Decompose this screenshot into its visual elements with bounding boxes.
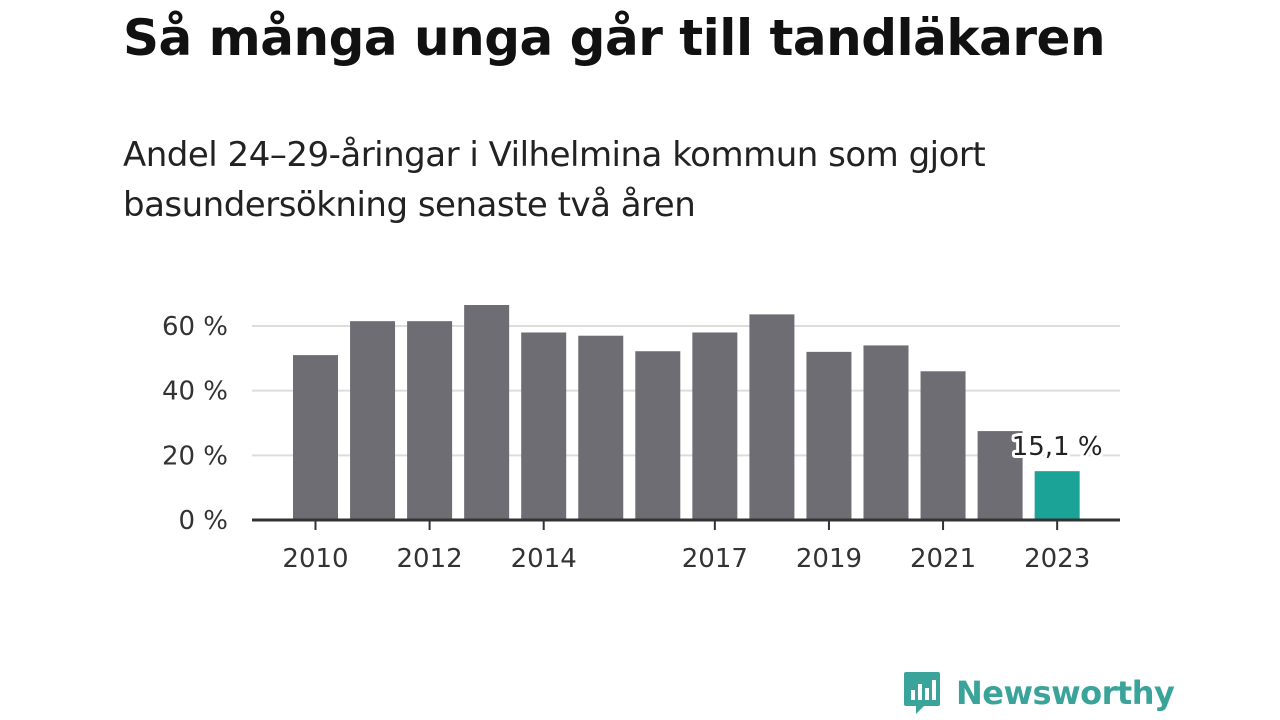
bar-2014: [521, 332, 567, 520]
newsworthy-logo-icon: [904, 672, 940, 714]
bar-2017: [692, 332, 738, 520]
chart-subtitle: Andel 24–29-åringar i Vilhelmina kommun …: [123, 135, 986, 225]
brand-logo: Newsworthy: [902, 668, 1175, 718]
y-tick-label-20: 20 %: [162, 441, 228, 471]
bar-2018: [749, 314, 795, 520]
brand-name: Newsworthy: [956, 674, 1175, 712]
bar-2016: [635, 351, 681, 520]
bar-2021: [920, 371, 966, 520]
bar-2013: [464, 305, 510, 520]
bar-2010: [293, 355, 338, 520]
y-tick-label-40: 40 %: [162, 377, 228, 407]
y-axis-tick-labels: 0 % 20 % 40 % 60 %: [162, 312, 228, 536]
bar-2020: [863, 345, 909, 520]
bar-2022: [977, 431, 1023, 520]
bars: [293, 305, 1080, 520]
x-axis-tick-labels: 2010 2012 2014 2017 2019 2021 2023: [282, 520, 1090, 574]
x-tick-label-2012: 2012: [397, 544, 463, 574]
bar-2023: [1034, 471, 1080, 520]
bar-2019: [806, 351, 852, 520]
x-tick-label-2010: 2010: [282, 544, 348, 574]
data-labels: 15,1 %: [1009, 429, 1106, 465]
x-tick-label-2017: 2017: [682, 544, 748, 574]
data-label-2023: 15,1 %: [1012, 432, 1103, 462]
bar-2012: [407, 321, 453, 520]
chart-title: Så många unga går till tandläkaren: [123, 9, 1106, 67]
x-tick-label-2023: 2023: [1024, 544, 1090, 574]
bar-2011: [350, 321, 396, 520]
y-tick-label-0: 0 %: [178, 506, 228, 536]
x-tick-label-2014: 2014: [511, 544, 577, 574]
x-tick-label-2019: 2019: [796, 544, 862, 574]
bar-2015: [578, 335, 624, 520]
x-tick-label-2021: 2021: [910, 544, 976, 574]
y-tick-label-60: 60 %: [162, 312, 228, 342]
grid-lines: [252, 325, 1120, 457]
